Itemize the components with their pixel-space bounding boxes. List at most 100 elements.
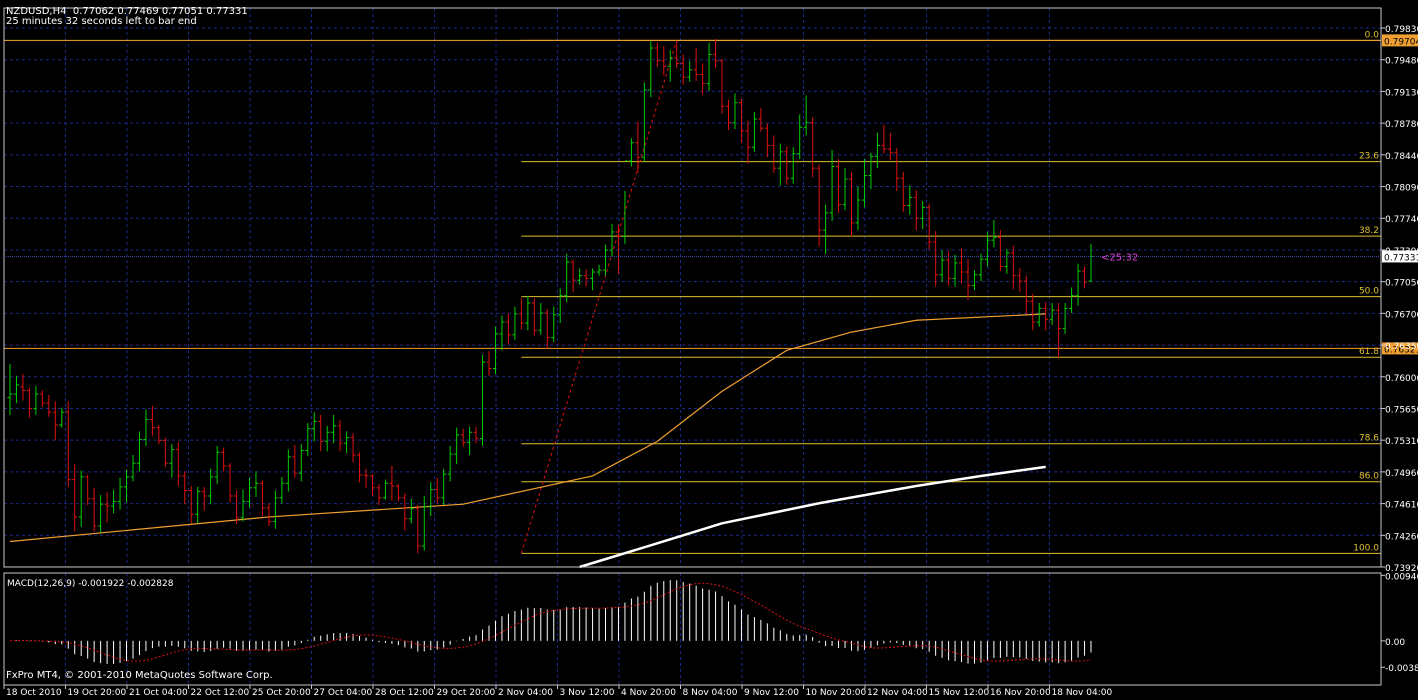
ohlc-bar [861,159,867,208]
ohlc-bar [713,38,719,69]
y-tick-label: 0.73920 [1385,564,1418,574]
ohlc-bar [687,60,693,82]
ohlc-bar [188,485,194,524]
ohlc-bar [467,426,473,456]
ohlc-bar [764,123,770,158]
ohlc-bar [298,444,304,482]
ohlc-bar [447,445,453,482]
ohlc-bar [803,95,809,136]
ohlc-bar [395,484,401,502]
ohlc-bar [441,468,447,506]
x-tick-label: 10 Nov 20:00 [806,688,867,698]
ohlc-bar [939,250,945,283]
ohlc-bar [881,124,887,154]
ohlc-bar [389,465,395,501]
ohlc-bar [65,401,71,487]
ohlc-bar [227,463,233,503]
ohlc-bar [726,99,732,130]
ohlc-bar [344,431,350,454]
ohlc-bar [700,63,706,95]
ohlc-bar [473,426,479,444]
ohlc-bar [337,420,343,452]
ohlc-bar [661,46,667,76]
ohlc-bar [771,135,777,173]
ohlc-bar [247,477,253,508]
ohlc-bar [279,476,285,504]
fib-level-label: 23.6 [1359,152,1379,162]
current-price-label: 0.77331 [1384,253,1418,263]
ohlc-bar [719,58,725,114]
ohlc-bar [149,405,155,436]
ohlc-bar [971,270,977,291]
ohlc-bar [836,159,842,213]
ohlc-bar [609,223,615,257]
ohlc-bar [156,424,162,445]
fib-level-label: 38.2 [1359,226,1379,236]
ohlc-bar [648,40,654,98]
price-tag-label: 0.76321 [1384,345,1418,355]
macd-signal-line [9,582,1092,662]
x-tick-label: 21 Oct 04:00 [129,688,188,698]
macd-indicator: MACD(12,26,9) -0.001922 -0.002828 0.00946… [7,572,1418,674]
ohlc-bar [324,425,330,452]
x-tick-label: 9 Nov 12:00 [744,688,799,698]
ohlc-bar [7,363,13,415]
ohlc-bar [98,495,104,533]
x-tick-label: 18 Oct 2010 [6,688,62,698]
ohlc-bar [1004,249,1010,274]
ohlc-bar [667,49,673,82]
x-tick-label: 19 Oct 20:00 [68,688,127,698]
ohlc-bar [920,200,926,230]
ohlc-bar [460,428,466,447]
ohlc-bar [1023,275,1029,314]
ohlc-bar [480,354,486,446]
fib-level-label: 61.8 [1359,347,1379,357]
ohlc-bar [143,409,149,446]
ohlc-bar [331,414,337,444]
ohlc-bar [91,487,97,532]
ohlc-bar [1056,302,1062,358]
ohlc-bar [654,42,660,68]
ohlc-bar [751,111,757,152]
ohlc-bar [162,437,168,467]
ohlc-bar [499,315,505,351]
ohlc-bar [175,442,181,486]
x-tick-label: 3 Nov 12:00 [560,688,615,698]
ohlc-bar [369,474,375,496]
x-tick-label: 22 Oct 12:00 [191,688,250,698]
ohlc-bar [848,171,854,237]
ohlc-bar [538,302,544,335]
ohlc-bar [758,108,764,132]
ohlc-bar [635,121,641,173]
ohlc-bar [492,326,498,374]
ohlc-bar [272,490,278,529]
ohlc-bar [577,268,583,285]
x-tick-label: 25 Oct 20:00 [252,688,311,698]
ohlc-bar [33,385,39,415]
fib-level-label: 0.0 [1365,30,1380,40]
main-panel-frame [3,7,1382,568]
macd-y-tick-label: 0.00946 [1385,572,1418,582]
fib-trend-line [520,40,678,554]
ohlc-bar [868,152,874,190]
ohlc-bar [907,185,913,215]
ohlc-bar [816,164,822,247]
ohlc-bar [39,390,45,407]
fibonacci-levels: 0.0 23.6 38.2 50.0 61.8 78.6 86.0 100.0 0.79704 0… [4,30,1418,554]
ohlc-bar [46,394,52,417]
price-tag-box [1382,342,1418,355]
ohlc-bar [959,248,965,284]
ohlc-bar [376,484,382,506]
moving-average-line [579,465,1046,569]
ohlc-bar [738,99,744,143]
ohlc-bar [590,268,596,291]
